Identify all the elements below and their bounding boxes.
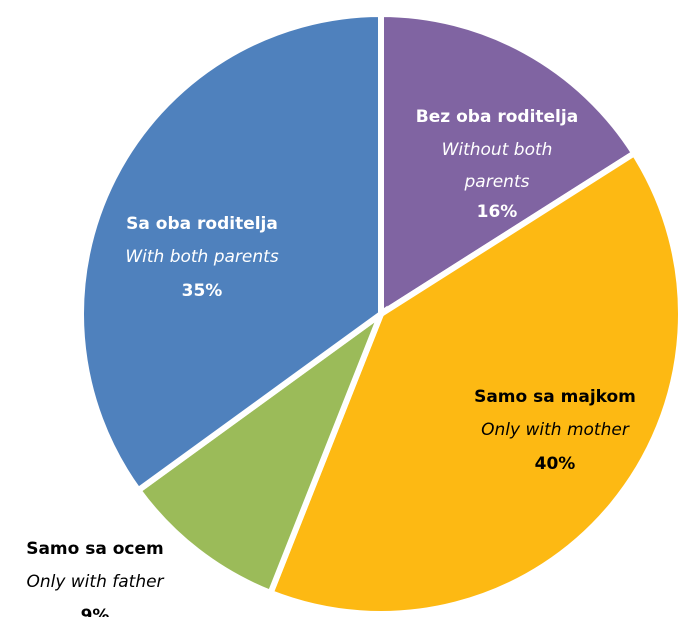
slice-sublabel: Only with father <box>26 572 164 592</box>
value-label: 35% <box>182 281 223 301</box>
slice-sublabel: Only with mother <box>481 420 630 440</box>
pie-slice <box>134 305 388 597</box>
value-label: 40% <box>535 454 576 474</box>
pie-slice <box>78 10 384 495</box>
pie-slice <box>378 10 639 320</box>
slice-label: Samo sa majkom <box>474 387 636 407</box>
slice-label: Samo sa ocem <box>26 539 164 559</box>
value-label: 16% <box>477 202 518 222</box>
slice-sublabel: With both parents <box>125 247 279 267</box>
slice-label: Bez oba roditelja <box>416 107 578 127</box>
pie-slice <box>266 149 681 617</box>
value-label: 9% <box>81 606 110 617</box>
slice-sublabel: Without both parents <box>442 140 553 192</box>
slice-label: Sa oba roditelja <box>126 214 278 234</box>
